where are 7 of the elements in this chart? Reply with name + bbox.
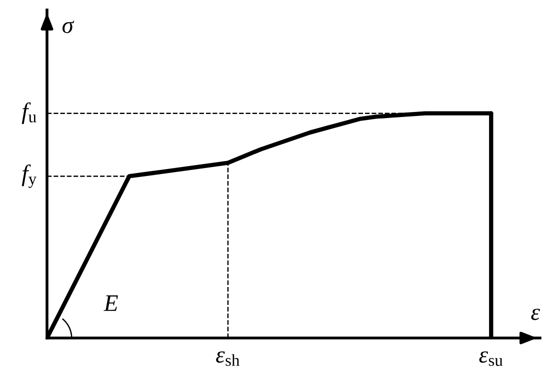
- x-tick-label: ε$_{sh}$: [216, 351, 240, 366]
- ref-line-label: f$_{y}$: [22, 164, 37, 188]
- y-axis-title: σ: [62, 20, 74, 34]
- ref-line-label: f$_{u}$: [22, 102, 36, 124]
- annotation: E: [104, 295, 118, 311]
- x-axis-title: ε: [531, 308, 540, 320]
- x-tick-label: ε$_{su}$: [479, 351, 503, 366]
